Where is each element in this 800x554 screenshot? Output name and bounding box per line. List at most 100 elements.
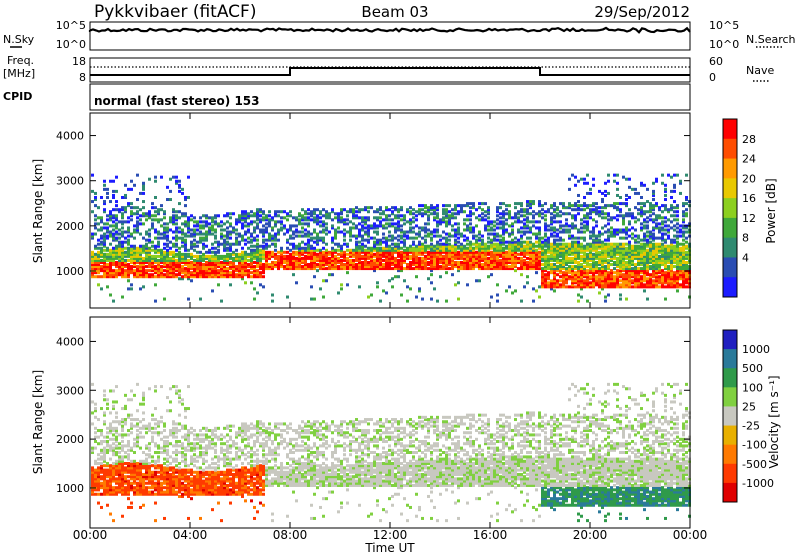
velocity-cell <box>106 475 109 479</box>
power-cell <box>115 175 118 179</box>
power-cell <box>277 263 280 267</box>
power-cell <box>214 234 217 238</box>
power-cell <box>631 216 634 220</box>
power-cell <box>520 299 523 303</box>
power-cell <box>118 208 121 212</box>
velocity-cell <box>100 457 103 461</box>
power-cell <box>586 206 589 210</box>
power-cell <box>370 258 373 262</box>
power-cell <box>685 244 688 248</box>
power-cell <box>664 240 667 244</box>
power-cell <box>655 248 658 252</box>
power-cell <box>571 271 574 275</box>
power-cell <box>370 260 373 264</box>
power-cell <box>550 244 553 248</box>
power-cell <box>511 216 514 220</box>
power-cell <box>592 269 595 273</box>
power-cell <box>670 279 673 283</box>
power-cell <box>121 220 124 224</box>
power-cell <box>145 238 148 242</box>
power-cell <box>574 267 577 271</box>
power-cell <box>637 252 640 256</box>
power-cell <box>544 285 547 289</box>
power-cell <box>514 244 517 248</box>
power-cell <box>253 265 256 269</box>
power-cell <box>115 208 118 212</box>
power-cell <box>187 260 190 264</box>
power-cell <box>622 283 625 287</box>
power-cell <box>610 204 613 208</box>
power-cell <box>511 252 514 256</box>
power-cell <box>634 246 637 250</box>
power-cell <box>112 189 115 193</box>
power-cell <box>595 240 598 244</box>
power-cell <box>328 252 331 256</box>
power-cell <box>679 258 682 262</box>
power-cell <box>445 212 448 216</box>
power-cell <box>130 246 133 250</box>
power-cell <box>331 236 334 240</box>
power-cell <box>628 244 631 248</box>
power-cell <box>208 263 211 267</box>
power-cell <box>580 204 583 208</box>
power-cell <box>319 265 322 269</box>
power-cell <box>670 175 673 179</box>
power-cell <box>367 230 370 234</box>
power-cell <box>451 212 454 216</box>
power-cell <box>505 246 508 250</box>
power-cell <box>310 214 313 218</box>
power-cell <box>529 204 532 208</box>
power-cell <box>565 279 568 283</box>
power-cell <box>457 263 460 267</box>
power-cell <box>112 228 115 232</box>
power-cell <box>253 220 256 224</box>
power-cell <box>280 228 283 232</box>
velocity-cell <box>109 486 112 490</box>
power-cell <box>442 208 445 212</box>
power-cell <box>544 240 547 244</box>
power-cell <box>355 263 358 267</box>
power-cell <box>313 230 316 234</box>
power-cell <box>580 248 583 252</box>
power-cell <box>370 250 373 254</box>
power-cell <box>190 252 193 256</box>
power-cell <box>457 256 460 260</box>
power-cell <box>349 265 352 269</box>
power-cell <box>598 189 601 193</box>
power-cell <box>220 271 223 275</box>
power-cell <box>151 226 154 230</box>
power-cell <box>163 260 166 264</box>
power-cell <box>310 258 313 262</box>
power-cell <box>121 230 124 234</box>
power-cell <box>670 206 673 210</box>
power-cell <box>505 244 508 248</box>
power-cell <box>169 250 172 254</box>
power-cell <box>253 267 256 271</box>
power-cell <box>160 256 163 260</box>
power-cell <box>100 246 103 250</box>
power-cell <box>637 218 640 222</box>
power-cell <box>403 234 406 238</box>
velocity-cell <box>94 468 97 472</box>
power-cell <box>493 242 496 246</box>
power-cell <box>226 269 229 273</box>
power-cell <box>109 218 112 222</box>
power-cell <box>652 279 655 283</box>
power-cell <box>256 226 259 230</box>
power-cell <box>94 204 97 208</box>
power-cell <box>208 226 211 230</box>
power-cell <box>241 234 244 238</box>
power-cell <box>433 252 436 256</box>
power-cell <box>295 230 298 234</box>
power-cell <box>520 226 523 230</box>
power-cell <box>358 216 361 220</box>
power-cell <box>487 250 490 254</box>
power-cell <box>679 252 682 256</box>
power-cell <box>391 250 394 254</box>
power-cell <box>364 263 367 267</box>
power-cell <box>220 263 223 267</box>
power-cell <box>424 212 427 216</box>
power-cell <box>652 218 655 222</box>
power-cell <box>130 283 133 287</box>
power-cell <box>190 256 193 260</box>
